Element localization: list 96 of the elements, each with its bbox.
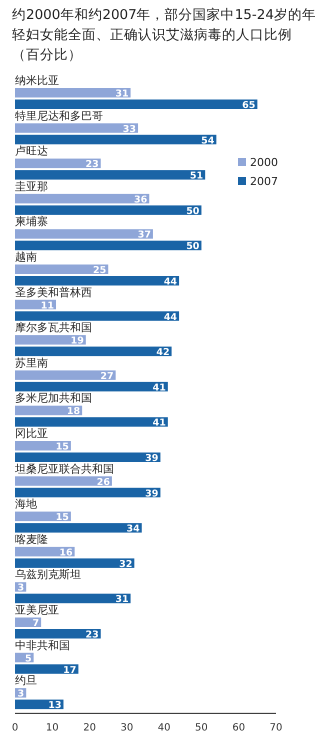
- y-tick-label: 坦桑尼亚联合共和国: [14, 462, 114, 476]
- y-tick-label: 圣多美和普林西: [15, 286, 92, 299]
- y-tick-label: 约旦: [15, 674, 37, 688]
- data-label: 42: [156, 347, 170, 358]
- data-label: 39: [145, 453, 158, 464]
- data-label: 16: [59, 547, 74, 558]
- data-label: 3: [18, 688, 24, 700]
- y-tick-label: 多米尼加共和国: [15, 392, 92, 405]
- y-tick-label: 卢旺达: [15, 144, 48, 158]
- bar: [15, 512, 71, 522]
- legend-label: 2000: [250, 156, 278, 169]
- y-tick-label: 冈比亚: [15, 427, 48, 440]
- data-label: 33: [122, 124, 136, 135]
- bar: [15, 335, 86, 345]
- bar: [15, 100, 258, 109]
- data-label: 36: [134, 194, 148, 206]
- x-tick-label: 60: [232, 722, 246, 734]
- data-label: 37: [138, 230, 151, 241]
- y-tick-label: 圭亚那: [15, 180, 48, 193]
- bar: [15, 370, 116, 380]
- bar: [15, 240, 202, 250]
- y-tick-label: 乌兹别克斯坦: [15, 568, 81, 582]
- data-label: 44: [164, 276, 178, 288]
- y-tick-label: 苏里南: [15, 356, 48, 370]
- data-label: 23: [86, 630, 99, 640]
- bar: [15, 276, 180, 286]
- bar: [15, 523, 142, 533]
- y-tick-label: 海地: [15, 498, 37, 511]
- x-tick-label: 30: [120, 722, 134, 734]
- data-label: 15: [56, 442, 69, 452]
- y-tick-label: 中非共和国: [15, 638, 70, 652]
- bar: [15, 488, 160, 498]
- bar: [15, 476, 112, 486]
- data-label: 41: [152, 382, 166, 394]
- bar: [15, 311, 180, 321]
- bar: [15, 194, 150, 204]
- data-label: 15: [56, 512, 69, 524]
- data-label: 7: [32, 618, 40, 629]
- data-label: 3: [18, 582, 24, 594]
- bar: [15, 629, 101, 638]
- data-label: 25: [92, 265, 106, 276]
- y-tick-label: 摩尔多瓦共和国: [15, 321, 92, 334]
- data-label: 34: [126, 524, 140, 535]
- data-label: 44: [164, 312, 178, 323]
- bar: [15, 382, 168, 392]
- bar: [15, 205, 202, 215]
- bar: [15, 441, 71, 450]
- data-label: 5: [25, 653, 32, 664]
- bar: [15, 346, 172, 356]
- data-label: 11: [40, 300, 54, 312]
- bar: [15, 123, 138, 133]
- x-tick-label: 40: [158, 722, 171, 734]
- data-label: 23: [86, 159, 99, 170]
- x-tick-label: 10: [46, 722, 59, 734]
- data-label: 51: [190, 170, 204, 182]
- y-tick-label: 亚美尼亚: [15, 604, 59, 616]
- x-tick-label: 70: [270, 722, 282, 734]
- chart-title: 约2000年和约2007年，部分国家中15-24岁的年轻妇女能全面、正确认识艾滋病毒的人口比例（百分比）: [12, 7, 316, 63]
- data-label: 31: [115, 594, 129, 606]
- bar: [15, 170, 206, 180]
- data-label: 31: [115, 88, 129, 100]
- x-tick-label: 50: [195, 722, 208, 734]
- data-label: 19: [70, 336, 84, 347]
- bar: [15, 546, 75, 556]
- bar: [15, 558, 134, 568]
- bar: [15, 264, 108, 274]
- bar: [15, 158, 101, 168]
- data-label: 32: [119, 558, 132, 570]
- bar: [15, 134, 216, 144]
- bar: [15, 229, 153, 239]
- y-tick-label: 纳米比亚: [15, 74, 59, 87]
- y-tick-label: 柬埔寨: [15, 215, 48, 228]
- y-tick-label: 越南: [15, 250, 37, 264]
- data-label: 18: [66, 406, 80, 418]
- data-label: 41: [152, 418, 166, 429]
- data-label: 50: [186, 206, 200, 217]
- bar: [15, 618, 42, 627]
- data-label: 50: [186, 241, 200, 252]
- x-tick-label: 0: [12, 722, 18, 734]
- bar: [15, 594, 131, 604]
- data-label: 27: [100, 370, 114, 382]
- y-tick-label: 特里尼达和多巴哥: [15, 109, 103, 122]
- data-label: 39: [145, 488, 158, 500]
- y-tick-label: 喀麦隆: [15, 532, 48, 546]
- data-label: 17: [63, 664, 76, 676]
- bar: [15, 417, 168, 427]
- bar: [15, 452, 160, 462]
- data-label: 13: [48, 700, 62, 712]
- bar: [15, 406, 82, 416]
- legend-label: 2007: [250, 175, 278, 188]
- data-label: 26: [96, 476, 110, 488]
- data-label: 65: [242, 100, 256, 111]
- bar: [15, 664, 78, 674]
- bar: [15, 88, 131, 98]
- x-tick-label: 20: [83, 722, 96, 734]
- data-label: 54: [201, 135, 215, 146]
